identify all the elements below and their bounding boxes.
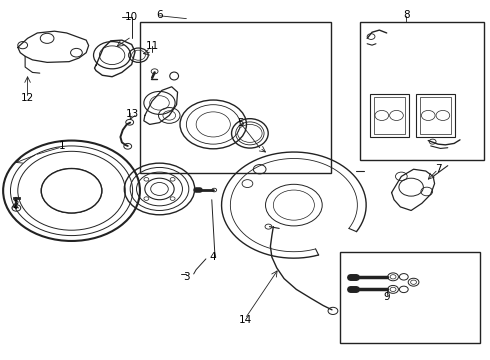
Text: 11: 11 <box>146 41 159 50</box>
Bar <box>420 97 451 134</box>
Text: 7: 7 <box>435 164 441 174</box>
Text: 13: 13 <box>126 109 139 119</box>
Circle shape <box>41 168 102 213</box>
Text: 9: 9 <box>383 292 390 302</box>
Text: 14: 14 <box>238 315 252 325</box>
Text: 5: 5 <box>237 118 244 128</box>
Text: 3: 3 <box>183 272 190 282</box>
Bar <box>369 94 409 137</box>
Text: 10: 10 <box>125 12 138 22</box>
Bar <box>140 22 331 173</box>
Text: 6: 6 <box>156 10 163 20</box>
Bar <box>416 94 455 137</box>
Bar <box>340 252 480 343</box>
Text: 2: 2 <box>12 200 19 210</box>
Bar <box>360 22 485 160</box>
Text: 1: 1 <box>58 141 65 151</box>
Text: 12: 12 <box>21 93 34 103</box>
Text: 8: 8 <box>403 10 410 20</box>
Text: 4: 4 <box>210 252 217 262</box>
Bar <box>373 97 405 134</box>
